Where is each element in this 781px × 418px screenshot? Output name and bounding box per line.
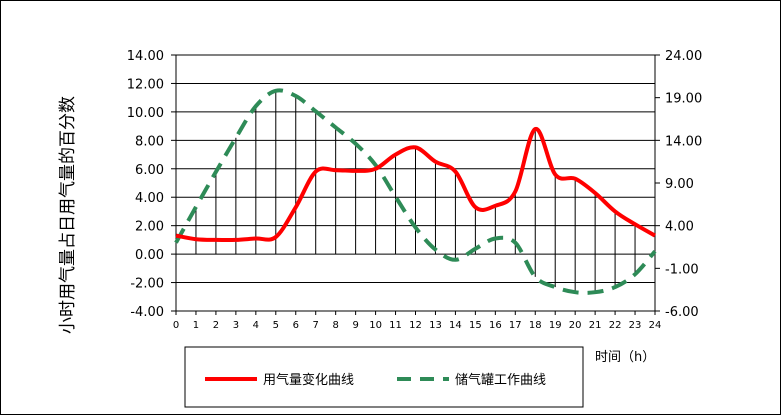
y-tick-label: 4.00: [135, 191, 164, 206]
y-tick-label: 6.00: [135, 163, 164, 178]
x-tick-label: 23: [629, 320, 642, 331]
x-tick-label: 18: [529, 320, 542, 331]
y2-tick-label: -1.00: [665, 262, 699, 277]
y-tick-label: 0.00: [135, 248, 164, 263]
y-tick-label: 2.00: [135, 220, 164, 235]
x-tick-label: 21: [589, 320, 602, 331]
x-tick-label: 15: [469, 320, 482, 331]
y2-tick-label: 9.00: [665, 177, 694, 192]
legend-label-storage: 储气罐工作曲线: [455, 372, 546, 388]
x-tick-label: 19: [549, 320, 562, 331]
x-tick-label: 22: [609, 320, 622, 331]
series-lines: [174, 88, 657, 295]
y2-tick-label: 24.00: [665, 49, 702, 64]
legend: 用气量变化曲线 储气罐工作曲线: [184, 346, 584, 408]
x-tick-label: 9: [352, 320, 358, 331]
x-tick-label: 8: [332, 320, 338, 331]
y2-tick-label: -6.00: [665, 305, 699, 320]
y-tick-label: 10.00: [127, 106, 164, 121]
y-tick-label: 14.00: [127, 49, 164, 64]
right-axis-ticks: 24.00 19.00 14.00 9.00 4.00 -1.00 -6.00: [655, 49, 702, 320]
legend-label-usage: 用气量变化曲线: [263, 372, 354, 388]
y-tick-label: 8.00: [135, 134, 164, 149]
y2-tick-label: 4.00: [665, 220, 694, 235]
y2-tick-label: 14.00: [665, 134, 702, 149]
usage-series-line: [175, 126, 656, 243]
x-axis-ticks: 0 1 2 3 4 5 6 7 8 9 10 11 12 13 14 15 16 17 18 19 20 21 22 23 24: [173, 311, 662, 331]
x-tick-label: 12: [409, 320, 422, 331]
x-tick-label: 6: [293, 320, 299, 331]
x-tick-label: 10: [369, 320, 382, 331]
left-axis-ticks: 14.00 12.00 10.00 8.00 6.00 4.00 2.00 0.00 -2.00…: [127, 49, 176, 320]
x-tick-label: 5: [273, 320, 279, 331]
storage-series-line: [174, 88, 657, 295]
x-tick-label: 16: [489, 320, 502, 331]
y-axis-title: 小时用气量占日用气量的百分数: [58, 96, 78, 334]
x-tick-label: 7: [313, 320, 319, 331]
x-tick-label: 3: [233, 320, 239, 331]
x-tick-label: 2: [213, 320, 219, 331]
x-tick-label: 14: [449, 320, 462, 331]
y2-tick-label: 19.00: [665, 92, 702, 107]
x-tick-label: 0: [173, 320, 179, 331]
x-tick-label: 20: [569, 320, 582, 331]
x-tick-label: 11: [389, 320, 402, 331]
x-axis-unit-label: 时间（h）: [595, 350, 655, 365]
x-tick-label: 1: [193, 320, 199, 331]
x-tick-label: 17: [509, 320, 522, 331]
vertical-drop-lines: [195, 90, 636, 293]
y-tick-label: -2.00: [130, 277, 164, 292]
y-tick-label: -4.00: [130, 305, 164, 320]
y-tick-label: 12.00: [127, 77, 164, 92]
x-tick-label: 13: [429, 320, 442, 331]
x-tick-label: 4: [253, 320, 259, 331]
x-tick-label: 24: [649, 320, 662, 331]
